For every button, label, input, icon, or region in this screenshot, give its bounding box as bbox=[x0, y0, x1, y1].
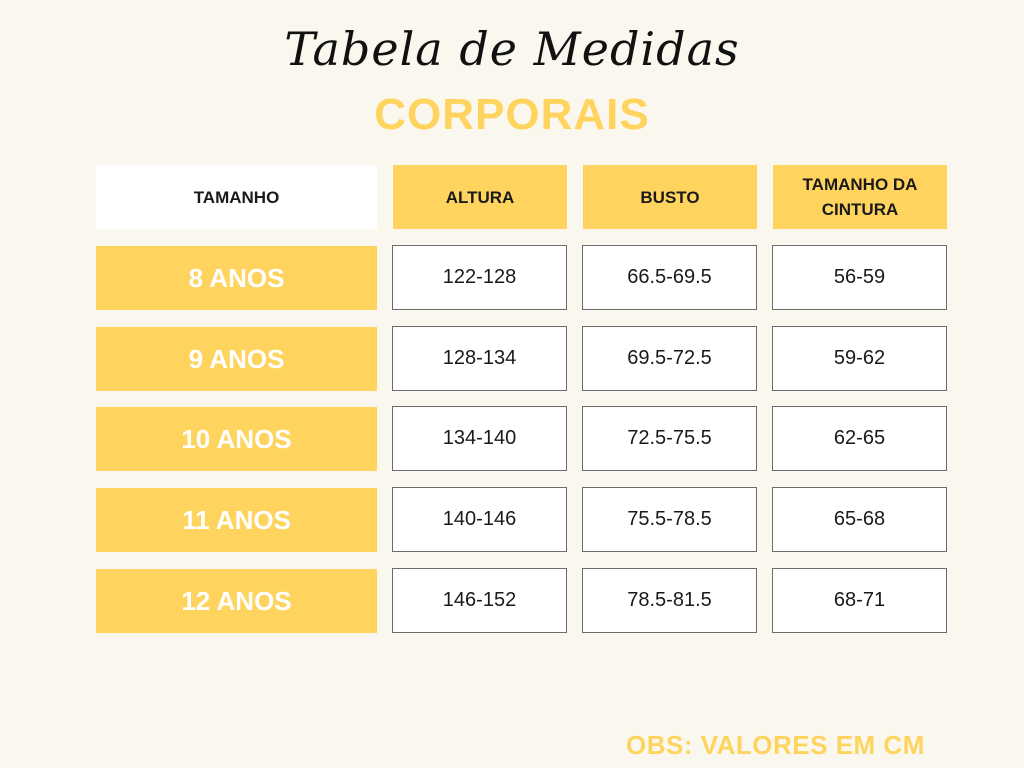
page-title: Tabela de Medidas bbox=[284, 22, 740, 76]
header-cintura: TAMANHO DA CINTURA bbox=[773, 165, 947, 229]
busto-cell: 75.5-78.5 bbox=[582, 487, 757, 552]
busto-cell: 78.5-81.5 bbox=[582, 568, 757, 633]
altura-cell: 128-134 bbox=[392, 326, 567, 391]
cintura-cell: 65-68 bbox=[772, 487, 947, 552]
altura-cell: 146-152 bbox=[392, 568, 567, 633]
page-subtitle: CORPORAIS bbox=[374, 90, 650, 139]
size-label: 11 ANOS bbox=[96, 488, 377, 552]
size-label: 8 ANOS bbox=[96, 246, 377, 310]
altura-cell: 134-140 bbox=[392, 406, 567, 471]
busto-cell: 72.5-75.5 bbox=[582, 406, 757, 471]
busto-cell: 69.5-72.5 bbox=[582, 326, 757, 391]
size-label: 10 ANOS bbox=[96, 407, 377, 471]
altura-cell: 140-146 bbox=[392, 487, 567, 552]
cintura-cell: 56-59 bbox=[772, 245, 947, 310]
units-note: OBS: VALORES EM CM bbox=[626, 730, 925, 760]
altura-cell: 122-128 bbox=[392, 245, 567, 310]
size-label: 12 ANOS bbox=[96, 569, 377, 633]
busto-cell: 66.5-69.5 bbox=[582, 245, 757, 310]
cintura-cell: 62-65 bbox=[772, 406, 947, 471]
header-tamanho: TAMANHO bbox=[96, 165, 377, 229]
size-label: 9 ANOS bbox=[96, 327, 377, 391]
header-busto: BUSTO bbox=[583, 165, 757, 229]
header-altura: ALTURA bbox=[393, 165, 567, 229]
cintura-cell: 59-62 bbox=[772, 326, 947, 391]
cintura-cell: 68-71 bbox=[772, 568, 947, 633]
